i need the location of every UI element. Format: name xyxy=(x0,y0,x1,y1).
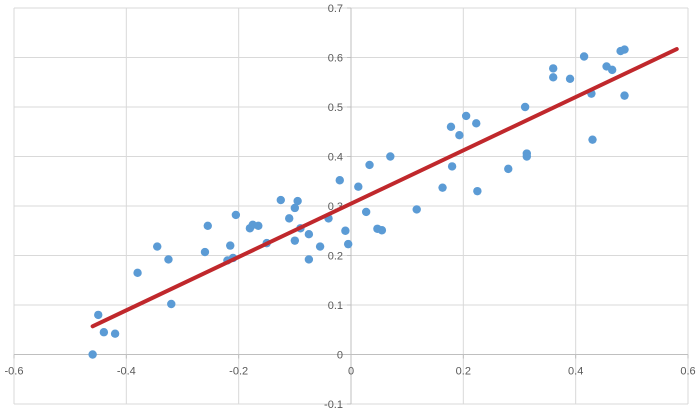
data-point xyxy=(293,196,302,206)
data-point xyxy=(335,176,344,185)
data-point xyxy=(620,91,629,100)
y-tick-label: -0.1 xyxy=(324,399,343,411)
data-point xyxy=(167,299,176,309)
data-point xyxy=(164,255,173,264)
data-point xyxy=(549,64,558,73)
data-point xyxy=(203,221,212,230)
y-tick-label: 0.4 xyxy=(328,152,343,164)
data-point xyxy=(472,119,481,128)
data-point xyxy=(290,203,300,213)
data-point xyxy=(361,207,371,217)
data-point xyxy=(620,45,629,54)
data-point xyxy=(504,164,513,174)
data-point xyxy=(377,226,387,235)
data-point xyxy=(88,350,97,359)
data-point xyxy=(226,241,235,250)
data-point xyxy=(588,135,597,144)
data-point xyxy=(254,221,263,230)
y-tick-label: 0.7 xyxy=(328,3,343,15)
data-point xyxy=(285,214,294,223)
y-tick-label: 0 xyxy=(337,350,343,362)
axes xyxy=(13,7,689,405)
y-tick-label: 0.6 xyxy=(328,53,343,65)
x-tick-label: -0.6 xyxy=(5,366,24,378)
data-point xyxy=(522,152,532,161)
data-point xyxy=(446,122,456,131)
trendline-layer xyxy=(90,47,679,329)
y-tick-label: 0.5 xyxy=(328,102,343,114)
data-point xyxy=(304,255,314,264)
data-point xyxy=(473,186,482,196)
x-tick-label: 0.4 xyxy=(568,366,583,378)
data-point xyxy=(438,183,447,192)
data-point xyxy=(133,268,142,278)
data-point xyxy=(231,210,241,220)
data-point xyxy=(110,329,120,338)
linear-trendline xyxy=(90,47,679,329)
data-point xyxy=(343,239,353,249)
x-tick-label: -0.4 xyxy=(117,366,136,378)
data-point xyxy=(99,328,109,337)
data-points xyxy=(88,45,629,359)
y-tick-label: 0.1 xyxy=(328,300,343,312)
data-point xyxy=(386,152,395,161)
data-point xyxy=(365,160,374,170)
data-point xyxy=(461,111,471,121)
data-point xyxy=(153,242,162,251)
x-tick-label: 0.2 xyxy=(456,366,471,378)
x-tick-labels: -0.6 -0.4 -0.2 0 0.2 0.4 0.6 xyxy=(5,366,696,378)
data-point xyxy=(290,236,300,245)
data-point xyxy=(520,102,530,112)
data-point xyxy=(315,242,325,251)
data-point xyxy=(94,310,103,320)
data-point xyxy=(579,52,589,61)
data-point xyxy=(304,230,314,239)
data-point xyxy=(565,74,575,83)
data-point xyxy=(341,226,350,235)
data-point xyxy=(549,73,558,82)
data-point xyxy=(354,182,363,191)
x-tick-label: 0 xyxy=(348,366,354,378)
x-tick-label: -0.2 xyxy=(229,366,248,378)
y-tick-label: 0.2 xyxy=(328,251,343,263)
data-point xyxy=(276,195,285,205)
data-point xyxy=(200,247,210,257)
data-point xyxy=(412,205,421,214)
data-point xyxy=(447,162,457,171)
data-point xyxy=(607,65,617,75)
data-point xyxy=(455,131,464,140)
x-tick-label: 0.6 xyxy=(680,366,695,378)
